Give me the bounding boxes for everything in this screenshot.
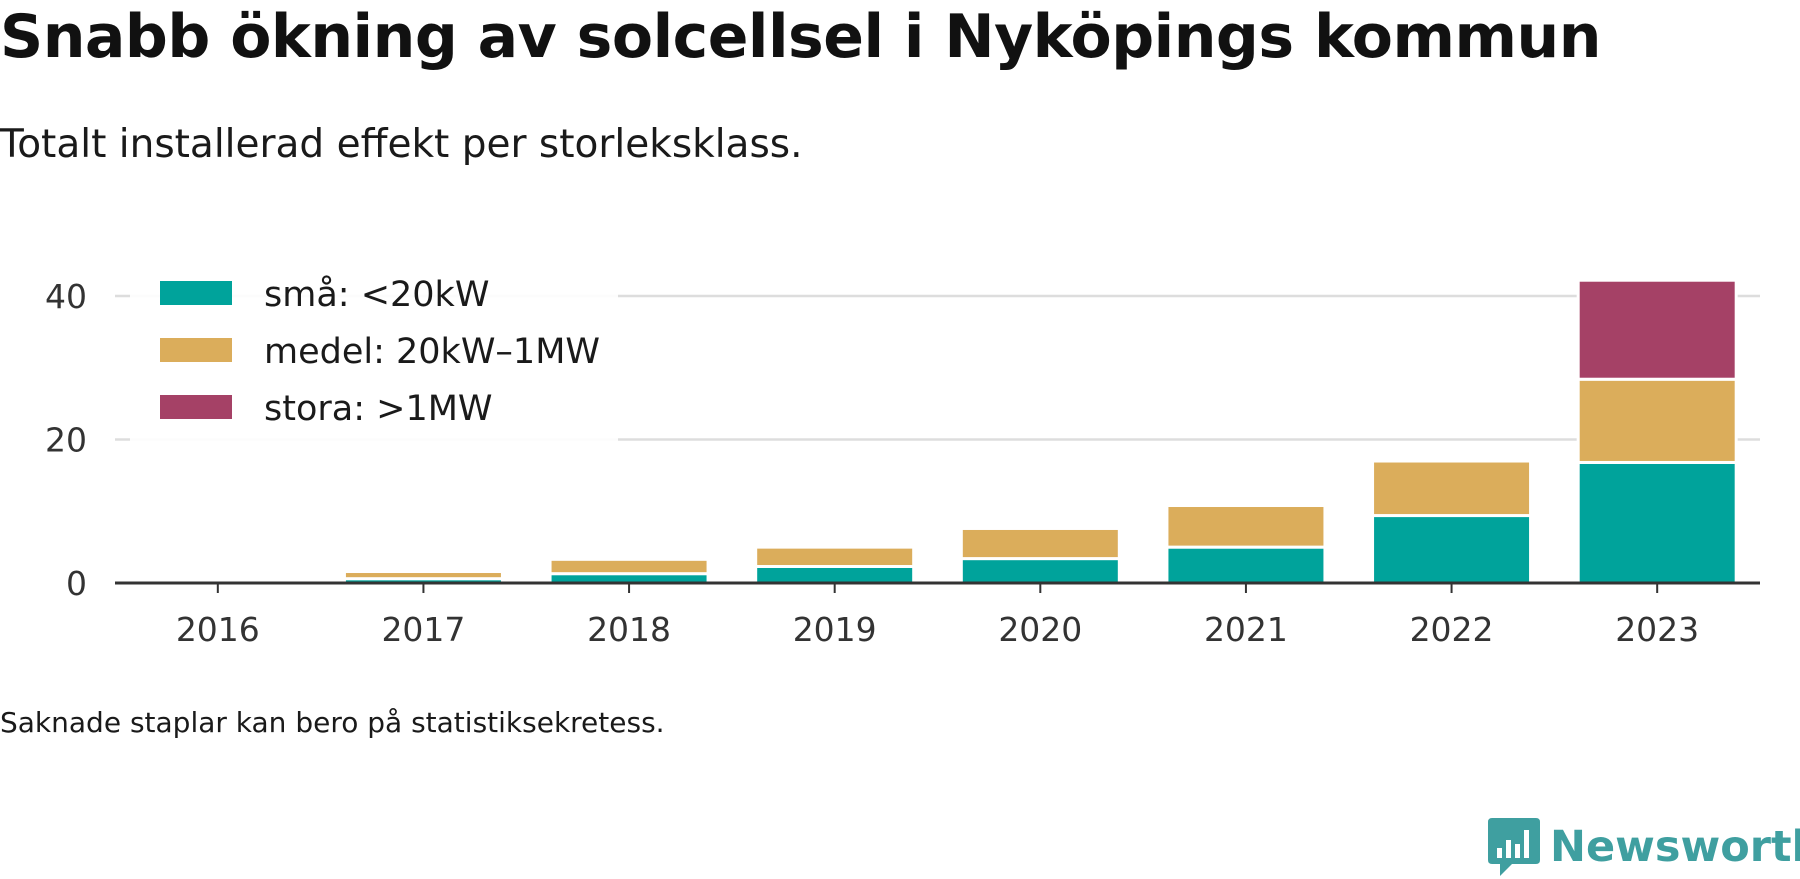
legend-label: stora: >1MW bbox=[264, 389, 493, 429]
bar-segment-2023-2 bbox=[1576, 278, 1738, 381]
bar-segment-2019-1 bbox=[754, 545, 916, 568]
bar-segment-2017-1 bbox=[342, 570, 504, 581]
legend-swatch bbox=[160, 395, 232, 419]
newsworthy-logo-icon bbox=[1488, 818, 1540, 876]
x-tick-label: 2017 bbox=[381, 610, 465, 649]
bar-segment-2020-0 bbox=[959, 557, 1121, 585]
y-axis-ticks: 0 20 40 bbox=[45, 277, 87, 603]
y-tick-label: 0 bbox=[66, 564, 87, 603]
legend: små: <20kW medel: 20kW–1MW stora: >1MW bbox=[130, 268, 618, 444]
bar-segment-2020-1 bbox=[959, 526, 1121, 561]
y-tick-label: 40 bbox=[45, 277, 87, 316]
x-axis-ticks: 2016 2017 2018 2019 2020 2021 2022 2023 bbox=[176, 583, 1699, 649]
footnote: Saknade staplar kan bero på statistiksek… bbox=[0, 706, 665, 739]
x-tick-label: 2016 bbox=[176, 610, 260, 649]
bar-segment-2023-1 bbox=[1576, 377, 1738, 464]
legend-label: medel: 20kW–1MW bbox=[264, 332, 600, 372]
x-tick-label: 2020 bbox=[998, 610, 1082, 649]
x-tick-label: 2019 bbox=[793, 610, 877, 649]
bar-segment-2022-1 bbox=[1371, 459, 1533, 518]
x-tick-label: 2022 bbox=[1410, 610, 1494, 649]
chart-subtitle: Totalt installerad effekt per storlekskl… bbox=[0, 122, 803, 167]
bar-segment-2023-0 bbox=[1576, 460, 1738, 585]
bar-segment-2021-1 bbox=[1165, 504, 1327, 549]
legend-label: små: <20kW bbox=[264, 274, 489, 315]
stacked-bar-chart: 0 20 40 2016 2017 2018 2019 2020 2021 2022 2023 s… bbox=[45, 268, 1760, 649]
legend-swatch bbox=[160, 338, 232, 362]
x-tick-label: 2021 bbox=[1204, 610, 1288, 649]
chart-title: Snabb ökning av solcellsel i Nyköpings k… bbox=[0, 2, 1601, 72]
bars bbox=[137, 278, 1738, 585]
bar-segment-2019-0 bbox=[754, 564, 916, 585]
bar-segment-2021-0 bbox=[1165, 545, 1327, 585]
legend-swatch bbox=[160, 281, 232, 305]
brand-name: Newsworthy bbox=[1550, 822, 1800, 872]
bar-segment-2022-0 bbox=[1371, 514, 1533, 585]
y-tick-label: 20 bbox=[45, 421, 87, 460]
x-tick-label: 2018 bbox=[587, 610, 671, 649]
brand: Newsworthy bbox=[1488, 818, 1800, 876]
bar-segment-2018-1 bbox=[548, 557, 710, 576]
x-tick-label: 2023 bbox=[1615, 610, 1699, 649]
